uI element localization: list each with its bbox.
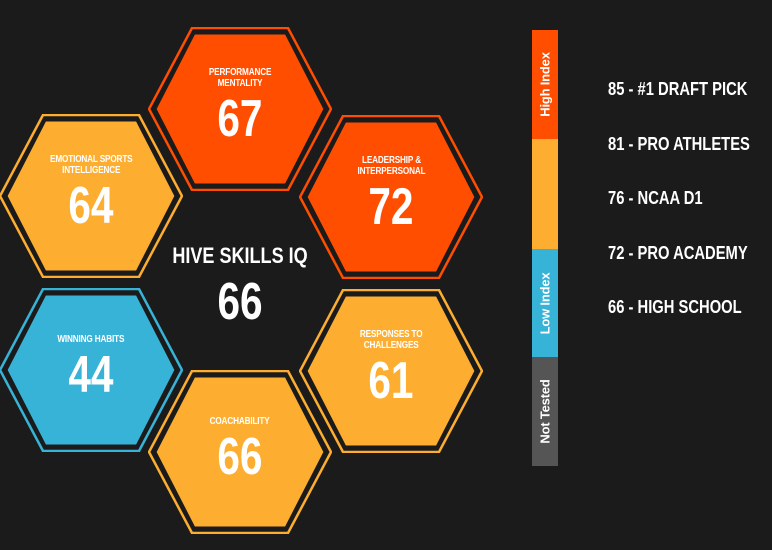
hex-label: RESPONSES TO CHALLENGES <box>359 329 423 351</box>
hex-value: 44 <box>68 345 114 404</box>
hex-responses-to-challenges: RESPONSES TO CHALLENGES 61 <box>299 289 483 453</box>
hex-coachability: COACHABILITY 66 <box>148 370 332 534</box>
hexagon-shape <box>0 288 183 452</box>
benchmark-item: 76 - NCAA D1 <box>608 188 703 208</box>
hex-performance-mentality: PERFORMANCE MENTALITY 67 <box>148 27 332 191</box>
hex-value: 72 <box>368 178 414 236</box>
index-segment-low: Low Index <box>532 249 558 357</box>
benchmark-item: 66 - HIGH SCHOOL <box>608 297 742 317</box>
benchmark-item: 81 - PRO ATHLETES <box>608 133 750 154</box>
index-segment-label: Not Tested <box>537 379 553 444</box>
hexagon-shape <box>0 114 183 278</box>
hex-label: EMOTIONAL SPORTS INTELLIGENCE <box>49 154 133 176</box>
benchmark-item: 85 - #1 DRAFT PICK <box>608 79 748 99</box>
hex-value: 67 <box>217 90 263 148</box>
index-segment-label: High Index <box>537 52 553 117</box>
overall-score: HIVE SKILLS IQ 66 <box>150 243 330 329</box>
index-segment-not-tested: Not Tested <box>532 357 558 466</box>
overall-score-title: HIVE SKILLS IQ <box>172 243 308 268</box>
hex-value: 64 <box>68 177 114 235</box>
hex-emotional-sports-intelligence: EMOTIONAL SPORTS INTELLIGENCE 64 <box>0 114 183 278</box>
hex-value: 66 <box>217 427 263 486</box>
overall-score-value: 66 <box>217 273 263 331</box>
hexagon-shape <box>148 27 332 191</box>
hex-label: LEADERSHIP & INTERPERSONAL <box>356 155 426 177</box>
index-segment-mid <box>532 139 558 249</box>
hex-label: WINNING HABITS <box>57 333 125 345</box>
hex-label: COACHABILITY <box>210 415 270 427</box>
benchmark-item: 72 - PRO ACADEMY <box>608 242 748 263</box>
benchmark-legend: 85 - #1 DRAFT PICK 81 - PRO ATHLETES 76 … <box>608 78 772 351</box>
hex-label: PERFORMANCE MENTALITY <box>208 67 272 89</box>
hex-leadership-interpersonal: LEADERSHIP & INTERPERSONAL 72 <box>299 115 483 279</box>
hexagon-shape <box>148 370 332 534</box>
hex-value: 61 <box>368 352 414 410</box>
index-segment-high: High Index <box>532 30 558 139</box>
index-scale-bar: High Index Low Index Not Tested <box>532 30 558 466</box>
hex-winning-habits: WINNING HABITS 44 <box>0 288 183 452</box>
hexagon-shape <box>299 115 483 279</box>
hexagon-shape <box>299 289 483 453</box>
index-segment-label: Low Index <box>537 272 553 334</box>
